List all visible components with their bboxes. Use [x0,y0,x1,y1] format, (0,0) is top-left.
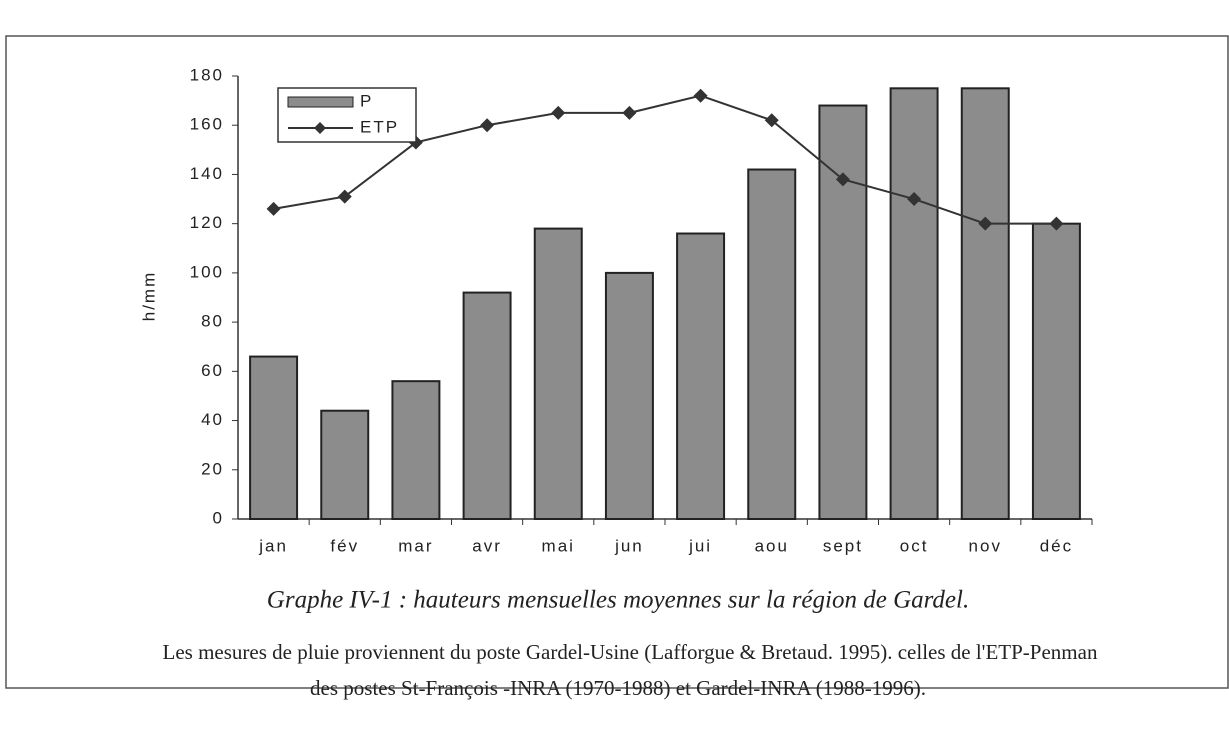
note-line: des postes St-François -INRA (1970-1988)… [310,676,926,700]
point [480,118,495,133]
point [622,105,637,120]
x-tick-label: fév [330,536,359,555]
bar [391,380,441,520]
point [835,172,850,187]
bar [747,168,797,520]
x-tick-label: sept [823,536,863,555]
y-tick-label: 40 [201,410,224,429]
bar [960,87,1010,521]
y-tick-label: 160 [190,115,224,134]
x-tick-label: oct [900,536,929,555]
legend-label: ETP [360,117,399,136]
x-tick-label: avr [472,536,502,555]
bar [320,409,370,521]
bar [676,232,726,520]
legend-swatch [287,96,354,108]
point [693,88,708,103]
y-tick-label: 0 [213,508,224,527]
bar [533,227,583,520]
line [273,94,1057,225]
caption: Graphe IV-1 : hauteurs mensuelles moyenn… [267,587,969,614]
point [907,192,922,207]
bar [604,271,654,520]
y-axis-label: h/mm [139,271,158,322]
point [978,216,993,231]
frame [5,35,1229,689]
bar [818,104,868,521]
x-tick-label: mai [542,536,575,555]
y-tick-label: 60 [201,361,224,380]
point [551,105,566,120]
legend-label: P [360,91,373,110]
y-tick-label: 120 [190,213,224,232]
y-tick-label: 100 [190,262,224,281]
bar [462,291,512,521]
bar [1031,222,1081,521]
bar [889,87,939,521]
y-tick-label: 80 [201,312,224,331]
point [1049,216,1064,231]
point [337,189,352,204]
y-tick-label: 180 [190,65,224,84]
x-tick-label: jun [614,536,644,555]
note-line: Les mesures de pluie proviennent du post… [163,640,1098,664]
x-tick-label: nov [969,536,1002,555]
x-tick-label: déc [1040,536,1073,555]
bar [249,355,299,521]
point [266,201,281,216]
legend-marker [314,122,326,134]
x-tick-label: jui [688,536,712,555]
x-tick-label: jan [258,536,288,555]
y-tick-label: 20 [201,459,224,478]
y-tick-label: 140 [190,164,224,183]
x-tick-label: mar [398,536,433,555]
x-tick-label: aou [755,536,789,555]
point [764,113,779,128]
